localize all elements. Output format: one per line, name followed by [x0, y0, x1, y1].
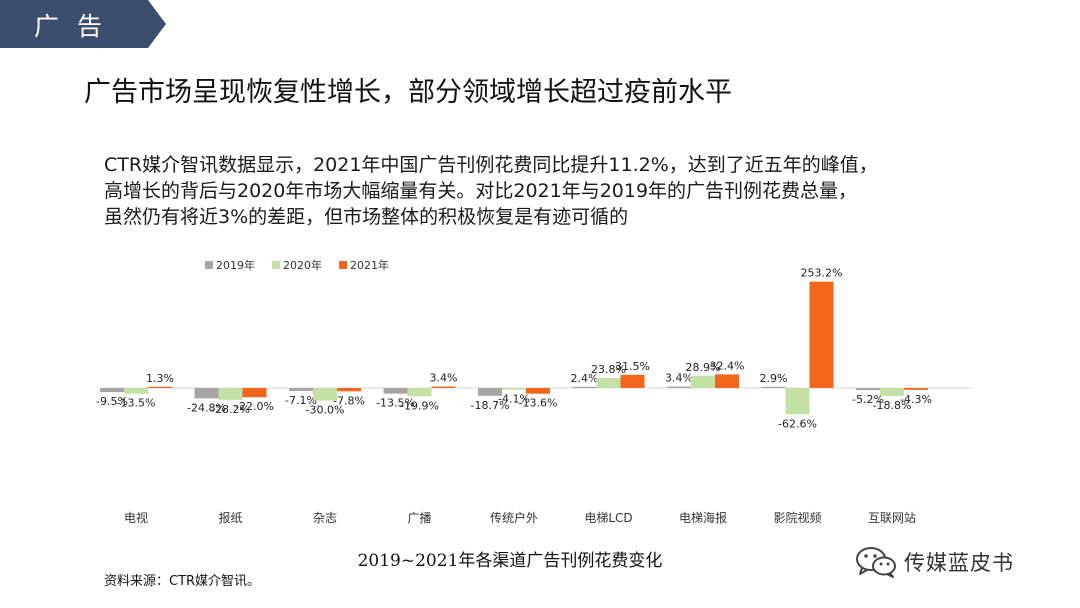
data-label: 3.4%: [430, 372, 458, 385]
bar: [337, 388, 361, 392]
data-label: -7.8%: [333, 394, 365, 407]
summary-line-2: 高增长的背后与2020年市场大幅缩量有关。对比2021年与2019年的广告刊例花…: [104, 180, 858, 202]
bar: [383, 388, 408, 394]
slide-headline: 广告市场呈现恢复性增长，部分领域增长超过疫前水平: [84, 77, 732, 108]
legend-label: 2019年: [216, 258, 255, 272]
data-label: -4.3%: [900, 393, 932, 406]
category-label: 杂志: [313, 511, 337, 525]
bar: [407, 388, 432, 397]
data-label: 23.8%: [591, 363, 626, 376]
bar: [880, 388, 904, 396]
data-label: -9.5%: [96, 395, 128, 408]
data-label: 2.9%: [760, 372, 788, 385]
data-label: -13.6%: [519, 397, 558, 410]
bar: [809, 281, 834, 388]
bar: [194, 388, 219, 399]
category-label: 影院视频: [773, 510, 821, 525]
wechat-icon: [856, 547, 896, 578]
category-label: 传统户外: [490, 510, 538, 525]
data-label: -13.5%: [117, 397, 156, 410]
data-label: -28.2%: [211, 403, 250, 416]
brand-watermark: 传媒蓝皮书: [854, 545, 1014, 579]
data-label: -30.0%: [306, 404, 345, 417]
legend-label: 2021年: [350, 258, 389, 272]
bar: [148, 386, 172, 388]
legend-swatch: [205, 261, 213, 269]
bar: [785, 388, 810, 415]
data-label: -19.9%: [400, 399, 439, 412]
data-label: -62.6%: [778, 417, 817, 430]
data-label: -5.2%: [852, 393, 884, 406]
bar: [715, 374, 739, 388]
category-label: 报纸: [218, 510, 242, 525]
bar-chart: 2019年 2020年 2021年-9.5%-13.5%1.3%电视-24.8%-2…: [96, 258, 972, 525]
chart-title: 2019~2021年各渠道广告刊例花费变化: [357, 551, 663, 571]
bar: [289, 388, 313, 391]
legend-label: 2020年: [283, 258, 322, 272]
data-label: -18.8%: [873, 399, 912, 412]
bar: [478, 388, 502, 396]
legend-swatch: [339, 261, 347, 269]
data-label: 28.9%: [686, 361, 721, 374]
data-label: -13.5%: [376, 397, 415, 410]
data-label: 253.2%: [801, 267, 843, 280]
category-label: 电梯LCD: [584, 511, 632, 525]
bar: [100, 388, 124, 392]
category-label: 电梯海报: [679, 510, 727, 525]
data-label: 32.4%: [710, 359, 745, 372]
category-label: 电视: [124, 510, 148, 525]
bar: [313, 388, 337, 401]
data-label: 3.4%: [665, 372, 693, 385]
bar: [242, 388, 267, 398]
bar: [856, 388, 880, 391]
data-label: -7.1%: [285, 394, 317, 407]
section-tab-label: 广告: [34, 12, 121, 41]
data-label: 2.4%: [571, 372, 599, 385]
bar: [431, 386, 456, 388]
bar: [124, 388, 148, 394]
source-note: 资料来源：CTR媒介智讯。: [104, 574, 261, 589]
bar: [502, 388, 526, 390]
data-label: -22.0%: [235, 400, 274, 413]
data-label: -18.7%: [471, 399, 510, 412]
summary-line-3: 虽然仍有将近3%的差距，但市场整体的积极恢复是有迹可循的: [104, 206, 629, 228]
summary-line-1: CTR媒介智讯数据显示，2021年中国广告刊例花费同比提升11.2%，达到了近五…: [104, 154, 878, 176]
brand-name: 传媒蓝皮书: [904, 551, 1014, 575]
bar: [620, 374, 645, 388]
data-label: -24.8%: [187, 401, 226, 414]
bar: [667, 386, 691, 388]
bar: [761, 386, 786, 388]
section-tab: 广告: [0, 0, 166, 48]
data-label: -4.1%: [498, 393, 530, 406]
bar: [691, 375, 715, 388]
data-label: 1.3%: [146, 372, 174, 385]
data-label: 31.5%: [615, 360, 650, 373]
category-label: 广播: [407, 511, 431, 525]
summary-paragraph: CTR媒介智讯数据显示，2021年中国广告刊例花费同比提升11.2%，达到了近五…: [104, 152, 984, 230]
bar: [596, 378, 621, 388]
bar: [904, 388, 928, 390]
category-label: 互联网站: [868, 511, 916, 525]
bar: [526, 388, 550, 394]
bar: [572, 386, 597, 388]
bar: [218, 388, 243, 400]
legend-swatch: [272, 261, 280, 269]
